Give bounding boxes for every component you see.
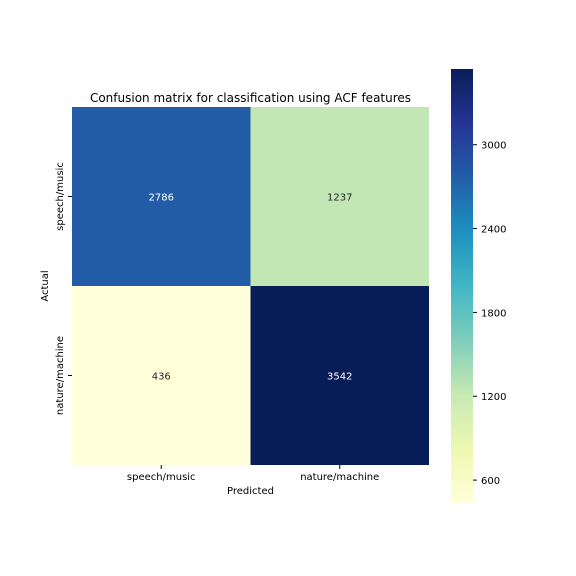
x-tick-label: nature/machine [300,472,379,483]
cell-value-labels: 2786 1237 436 3542 [149,193,353,383]
y-tick-label: speech/music [55,162,66,231]
heatmap-cells [72,107,429,465]
colorbar-tick-label: 1200 [481,392,506,403]
x-axis-label: Predicted [227,486,274,497]
x-axis-ticks: speech/music nature/machine [127,465,379,483]
heatmap-cell-r0-c0 [72,107,251,286]
colorbar-tick-label: 3000 [481,141,506,152]
x-tick-label: speech/music [127,472,196,483]
cell-value-r0-c1: 1237 [327,193,352,204]
heatmap-cell-r1-c0 [72,286,251,465]
heatmap-cell-r1-c1 [250,286,429,465]
y-tick-label: nature/machine [55,336,66,415]
cell-value-r0-c0: 2786 [149,193,174,204]
y-axis-label: Actual [40,270,51,301]
cell-value-r1-c1: 3542 [327,372,352,383]
colorbar-tick-label: 2400 [481,225,506,236]
heatmap-cell-r0-c1 [250,107,429,286]
colorbar [451,69,473,503]
colorbar-ticks: 600 1200 1800 2400 3000 [473,141,506,487]
cell-value-r1-c0: 436 [152,372,171,383]
colorbar-tick-label: 1800 [481,308,506,319]
chart-title: Confusion matrix for classification usin… [90,91,411,105]
y-axis-ticks: speech/music nature/machine [55,162,72,415]
colorbar-tick-label: 600 [481,476,500,487]
